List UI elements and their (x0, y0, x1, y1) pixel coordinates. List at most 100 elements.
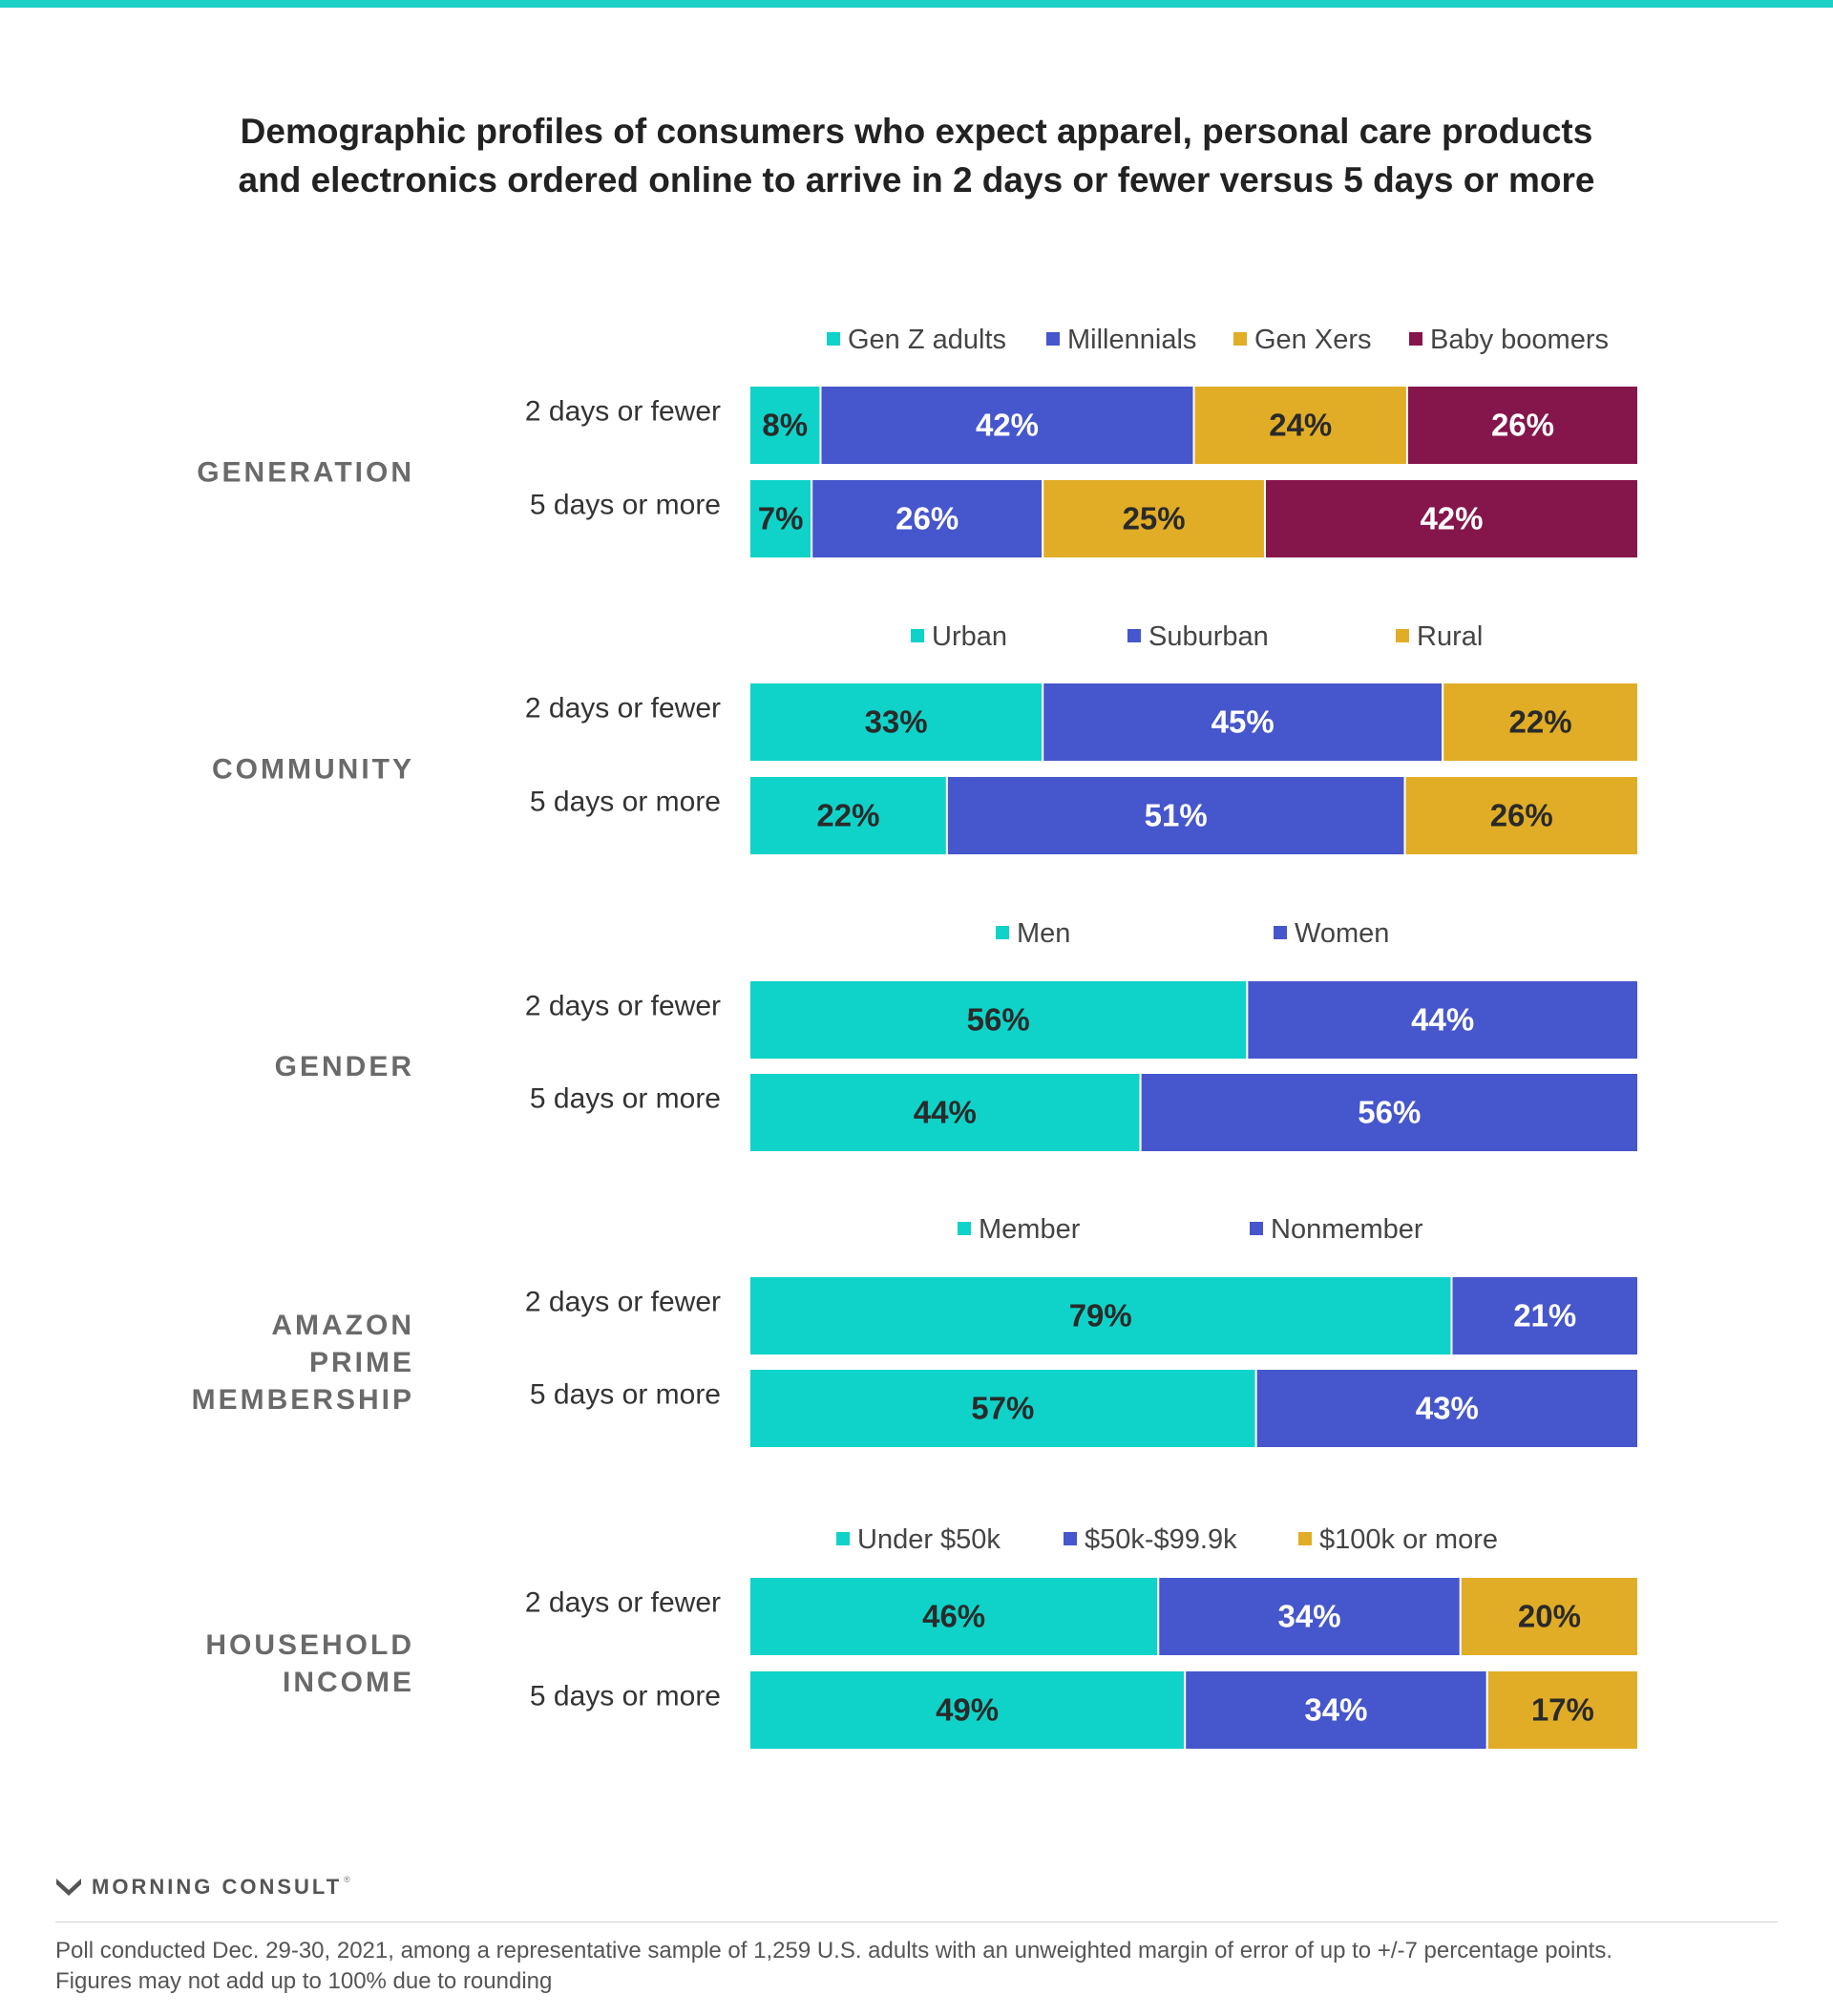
legend-label-gen-z-adults: Gen Z adults (848, 325, 1006, 355)
legend-swatch-100k-or-more (1298, 1532, 1312, 1545)
data-label-100k-or-more-2-days-or-fewer: 20% (1518, 1599, 1581, 1634)
panel-label-household-income-line-1: HOUSEHOLD (205, 1629, 414, 1661)
category-label-2-days-or-fewer: 2 days or fewer (525, 1587, 721, 1619)
legend-swatch-men (996, 926, 1009, 939)
bar-segment-baby-boomers-5-days-or-more (1263, 478, 1639, 559)
morning-consult-logo-icon (56, 1879, 81, 1896)
chart-title: Demographic profiles of consumers who ex… (95, 107, 1738, 204)
brand-block: MORNING CONSULT ® (55, 1873, 350, 1901)
data-label-men-2-days-or-fewer: 56% (967, 1002, 1030, 1038)
legend-swatch-gen-xers (1233, 332, 1247, 346)
footnote-line-1: Poll conducted Dec. 29-30, 2021, among a… (55, 1938, 1612, 1964)
panel-label-household-income-line-2: INCOME (283, 1667, 414, 1698)
data-label-nonmember-2-days-or-fewer: 21% (1513, 1298, 1576, 1334)
category-label-5-days-or-more: 5 days or more (530, 1083, 721, 1115)
bar-segment-nonmember-2-days-or-fewer (1450, 1275, 1639, 1356)
data-label-nonmember-5-days-or-more: 43% (1416, 1391, 1479, 1426)
legend-swatch-member (958, 1222, 971, 1235)
legend-label-urban: Urban (932, 621, 1007, 652)
category-label-5-days-or-more: 5 days or more (530, 787, 721, 818)
legend-label-women: Women (1295, 918, 1389, 949)
stacked-bar-chart: Gen Z adults Millennials Gen Xers Baby boom… (192, 325, 1640, 1751)
chart-title-line-1: Demographic profiles of consumers who ex… (240, 112, 1593, 151)
legend-swatch-suburban (1127, 629, 1141, 642)
legend-swatch-women (1274, 926, 1287, 939)
data-label-under-50k-5-days-or-more: 49% (936, 1692, 999, 1728)
panel-label-generation: GENERATION (197, 457, 414, 489)
data-label-100k-or-more-5-days-or-more: 17% (1531, 1692, 1594, 1728)
bar-segment-gen-z-adults-5-days-or-more (748, 478, 813, 559)
data-label-gen-z-adults-5-days-or-more: 7% (758, 501, 804, 536)
bar-segment-men-5-days-or-more (748, 1072, 1142, 1153)
bar-segment-suburban-2-days-or-fewer (1042, 682, 1444, 763)
category-label-2-days-or-fewer: 2 days or fewer (525, 1287, 721, 1318)
bar-segment-women-2-days-or-fewer (1246, 979, 1639, 1060)
legend-swatch-millennials (1046, 332, 1060, 346)
data-label-member-5-days-or-more: 57% (971, 1391, 1034, 1426)
legend-swatch-nonmember (1250, 1222, 1263, 1235)
bar-segment-rural-2-days-or-fewer (1442, 682, 1640, 763)
category-label-2-days-or-fewer: 2 days or fewer (525, 991, 721, 1022)
data-label-baby-boomers-5-days-or-more: 42% (1420, 501, 1483, 536)
category-label-5-days-or-more: 5 days or more (530, 1379, 721, 1411)
legend-label-baby-boomers: Baby boomers (1430, 325, 1609, 355)
bar-segment-urban-2-days-or-fewer (748, 682, 1044, 763)
data-label-gen-xers-2-days-or-fewer: 24% (1269, 408, 1332, 443)
data-label-gen-z-adults-2-days-or-fewer: 8% (762, 408, 808, 443)
bar-segment-gen-z-adults-2-days-or-fewer (748, 385, 822, 466)
legend-swatch-rural (1396, 629, 1409, 642)
legend-swatch-gen-z-adults (827, 332, 840, 346)
data-label-rural-2-days-or-fewer: 22% (1509, 704, 1572, 740)
bar-segment-rural-5-days-or-more (1403, 775, 1640, 856)
bar-segment-millennials-5-days-or-more (811, 478, 1044, 559)
category-label-2-days-or-fewer: 2 days or fewer (525, 396, 721, 428)
category-label-5-days-or-more: 5 days or more (530, 490, 721, 521)
bar-segment-suburban-5-days-or-more (945, 775, 1406, 856)
legend-swatch-urban (911, 629, 924, 642)
data-label-50k-99-9k-2-days-or-fewer: 34% (1277, 1599, 1340, 1634)
bar-segment-100k-or-more-5-days-or-more (1485, 1670, 1639, 1751)
data-label-women-5-days-or-more: 56% (1358, 1095, 1421, 1130)
panel-label-gender: GENDER (275, 1051, 414, 1082)
chart-title-line-2: and electronics ordered online to arrive… (238, 160, 1595, 200)
data-label-men-5-days-or-more: 44% (914, 1095, 977, 1130)
bar-segment-women-5-days-or-more (1139, 1072, 1639, 1153)
data-label-under-50k-2-days-or-fewer: 46% (922, 1599, 985, 1634)
panel-label-amazon-prime-membership-line-3: MEMBERSHIP (192, 1384, 414, 1416)
bar-segment-under-50k-2-days-or-fewer (748, 1576, 1160, 1657)
panel-label-community: COMMUNITY (212, 754, 414, 786)
legend-label-gen-xers: Gen Xers (1254, 325, 1372, 355)
footnote-line-2: Figures may not add up to 100% due to ro… (55, 1968, 553, 1994)
data-label-member-2-days-or-fewer: 79% (1069, 1298, 1132, 1334)
bar-segment-gen-xers-5-days-or-more (1042, 478, 1266, 559)
data-label-suburban-2-days-or-fewer: 45% (1211, 704, 1275, 740)
brand-registered-mark: ® (344, 1875, 350, 1884)
legend-label-millennials: Millennials (1067, 325, 1196, 355)
data-label-suburban-5-days-or-more: 51% (1145, 798, 1208, 833)
data-label-millennials-2-days-or-fewer: 42% (976, 408, 1039, 443)
bar-segment-under-50k-5-days-or-more (748, 1670, 1187, 1751)
bar-segment-gen-xers-2-days-or-fewer (1192, 385, 1408, 466)
data-label-baby-boomers-2-days-or-fewer: 26% (1491, 408, 1554, 443)
data-label-urban-2-days-or-fewer: 33% (865, 704, 928, 740)
legend-swatch-under-50k (836, 1532, 850, 1545)
data-label-gen-xers-5-days-or-more: 25% (1123, 501, 1186, 536)
footnote: Poll conducted Dec. 29-30, 2021, among a… (55, 1936, 1783, 1997)
legend-label-rural: Rural (1417, 621, 1483, 652)
data-label-women-2-days-or-fewer: 44% (1411, 1002, 1474, 1038)
bar-segment-urban-5-days-or-more (748, 775, 948, 856)
panel-label-amazon-prime-membership-line-1: AMAZON (271, 1310, 414, 1341)
legend-label-under-50k: Under $50k (857, 1524, 1001, 1555)
legend-swatch-50k-99-9k (1064, 1532, 1077, 1545)
data-label-50k-99-9k-5-days-or-more: 34% (1304, 1692, 1367, 1728)
bar-segment-member-2-days-or-fewer (748, 1275, 1453, 1356)
panel-label-amazon-prime-membership-line-2: PRIME (309, 1347, 414, 1378)
category-label-2-days-or-fewer: 2 days or fewer (525, 693, 721, 724)
brand-name: MORNING CONSULT (92, 1875, 343, 1899)
bar-segment-100k-or-more-2-days-or-fewer (1459, 1576, 1640, 1657)
bar-segment-nonmember-5-days-or-more (1254, 1368, 1640, 1449)
category-label-5-days-or-more: 5 days or more (530, 1681, 721, 1712)
data-label-rural-5-days-or-more: 26% (1490, 798, 1553, 833)
legend-label-50k-99-9k: $50k-$99.9k (1085, 1524, 1237, 1555)
data-label-millennials-5-days-or-more: 26% (895, 501, 959, 536)
